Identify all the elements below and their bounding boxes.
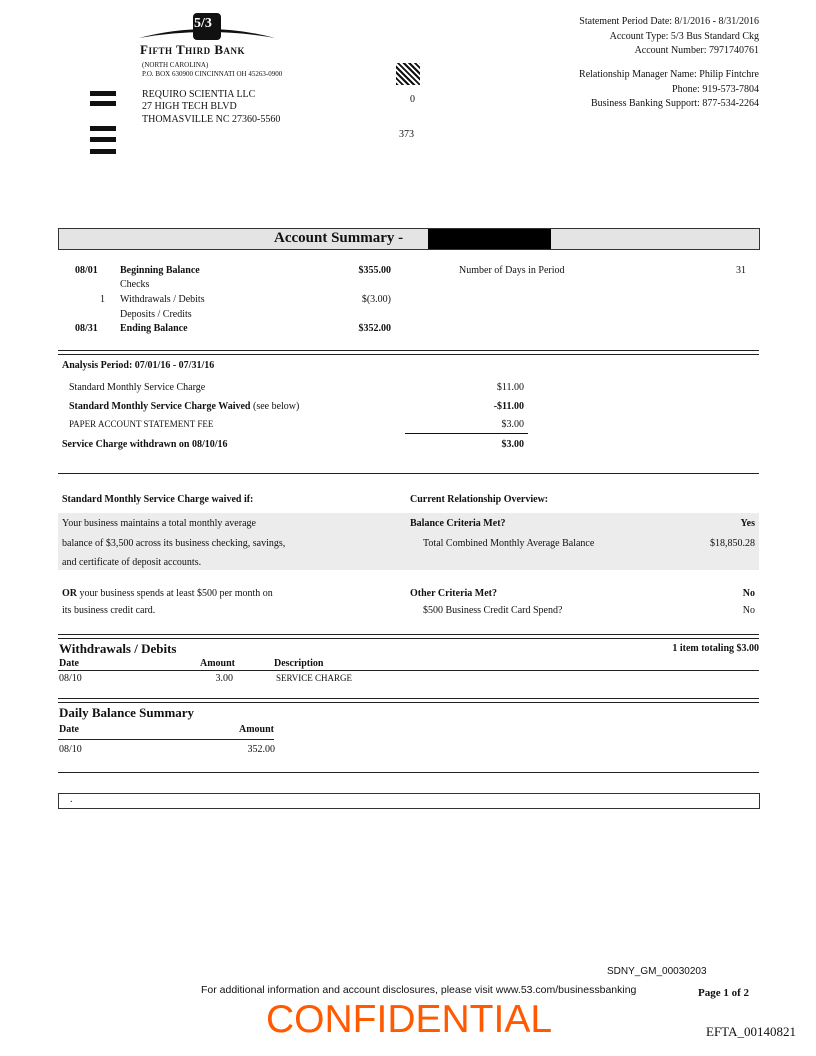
bates-number: SDNY_GM_00030203 xyxy=(607,966,707,977)
balance-criteria-label: Balance Criteria Met? xyxy=(410,518,506,529)
waiver-line-2: balance of $3,500 across its business ch… xyxy=(62,538,286,549)
phone: Phone: 919-573-7804 xyxy=(672,83,759,95)
waiver-title: Standard Monthly Service Charge waived i… xyxy=(62,494,254,505)
waiver-line-4: your business spends at least $500 per m… xyxy=(79,588,273,599)
logo-mark: 5/3 xyxy=(194,16,212,31)
code-b: 373 xyxy=(399,129,414,140)
withdrawals-amount: $(3.00) xyxy=(361,294,391,305)
days-value: 31 xyxy=(736,265,746,276)
account-number: Account Number: 7971740761 xyxy=(634,45,759,56)
relationship-manager: Relationship Manager Name: Philip Fintch… xyxy=(579,69,759,80)
deposits-label: Deposits / Credits xyxy=(120,309,192,320)
or-label: OR xyxy=(62,588,77,599)
waived-note: (see below) xyxy=(252,401,300,412)
account-info: Statement Period Date: 8/1/2016 - 8/31/2… xyxy=(579,15,759,59)
note-box: . xyxy=(58,793,760,809)
avg-balance-value: $18,850.28 xyxy=(710,538,755,549)
col-date: Date xyxy=(59,658,79,669)
bank-address: P.O. BOX 630900 CINCINNATI OH 45263-0900 xyxy=(142,70,283,78)
efta-number: EFTA_00140821 xyxy=(706,1024,796,1039)
account-summary-header: Account Summary - xyxy=(58,228,760,250)
waived-amount: -$11.00 xyxy=(493,401,524,412)
credit-card-label: $500 Business Credit Card Spend? xyxy=(423,605,563,616)
contact-info: Relationship Manager Name: Philip Fintch… xyxy=(579,68,759,112)
note-text: . xyxy=(70,794,73,805)
daily-row-amount: 352.00 xyxy=(247,744,276,755)
waiver-line-5: its business credit card. xyxy=(62,605,156,616)
checks-label: Checks xyxy=(120,279,150,290)
paper-fee-label: PAPER ACCOUNT STATEMENT FEE xyxy=(69,419,214,429)
withdrawn-label: Service Charge withdrawn on 08/10/16 xyxy=(62,439,228,450)
disclosure-text: For additional information and account d… xyxy=(201,984,637,996)
service-charge-label: Standard Monthly Service Charge xyxy=(69,382,206,393)
daily-row-date: 08/10 xyxy=(59,744,82,755)
customer-name: REQUIRO SCIENTIA LLC xyxy=(142,89,256,100)
withdrawn-amount: $3.00 xyxy=(501,439,525,450)
other-criteria-value: No xyxy=(742,588,755,599)
bank-state: (NORTH CAROLINA) xyxy=(142,61,209,69)
daily-balance-title: Daily Balance Summary xyxy=(59,705,195,720)
row-description: SERVICE CHARGE xyxy=(276,673,353,683)
withdrawal-count: 1 xyxy=(100,294,105,305)
account-type: Account Type: 5/3 Bus Standard Ckg xyxy=(609,30,759,42)
credit-card-value: No xyxy=(742,605,755,616)
col-amount: Amount xyxy=(199,658,235,669)
daily-col-amount: Amount xyxy=(238,724,274,735)
summary-title: Account Summary - xyxy=(274,230,404,246)
begin-label: Beginning Balance xyxy=(120,265,200,276)
redaction xyxy=(428,229,551,249)
support-phone: Business Banking Support: 877-534-2264 xyxy=(590,98,759,109)
withdrawals-total: 1 item totaling $3.00 xyxy=(672,643,759,654)
row-date: 08/10 xyxy=(59,673,82,684)
confidential-watermark: CONFIDENTIAL xyxy=(266,998,553,1041)
qr-code xyxy=(396,63,420,85)
waived-label: Standard Monthly Service Charge Waived xyxy=(69,401,251,412)
statement-period: Statement Period Date: 8/1/2016 - 8/31/2… xyxy=(579,16,759,27)
other-criteria-label: Other Criteria Met? xyxy=(410,588,497,599)
paper-fee-amount: $3.00 xyxy=(501,419,525,430)
waiver-line-3: and certificate of deposit accounts. xyxy=(62,557,202,568)
daily-col-date: Date xyxy=(59,724,79,735)
days-label: Number of Days in Period xyxy=(459,265,565,276)
waiver-line-1: Your business maintains a total monthly … xyxy=(62,518,256,529)
bank-name: Fifth Third Bank xyxy=(140,42,246,57)
begin-date: 08/01 xyxy=(75,265,98,276)
customer-city: THOMASVILLE NC 27360-5560 xyxy=(142,114,281,125)
relationship-title: Current Relationship Overview: xyxy=(410,494,549,505)
begin-amount: $355.00 xyxy=(358,265,392,276)
analysis-period: Analysis Period: 07/01/16 - 07/31/16 xyxy=(62,360,215,371)
avg-balance-label: Total Combined Monthly Average Balance xyxy=(423,538,595,549)
customer-street: 27 HIGH TECH BLVD xyxy=(142,101,237,112)
withdrawals-label: Withdrawals / Debits xyxy=(120,294,205,305)
service-charge-amount: $11.00 xyxy=(496,382,524,393)
end-date: 08/31 xyxy=(75,323,98,334)
withdrawals-title: Withdrawals / Debits xyxy=(59,641,177,656)
balance-criteria-value: Yes xyxy=(740,518,755,529)
end-label: Ending Balance xyxy=(120,323,188,334)
col-description: Description xyxy=(274,658,324,669)
end-amount: $352.00 xyxy=(358,323,392,334)
page-number: Page 1 of 2 xyxy=(698,987,750,999)
code-a: 0 xyxy=(410,94,415,105)
row-amount: 3.00 xyxy=(215,673,234,684)
